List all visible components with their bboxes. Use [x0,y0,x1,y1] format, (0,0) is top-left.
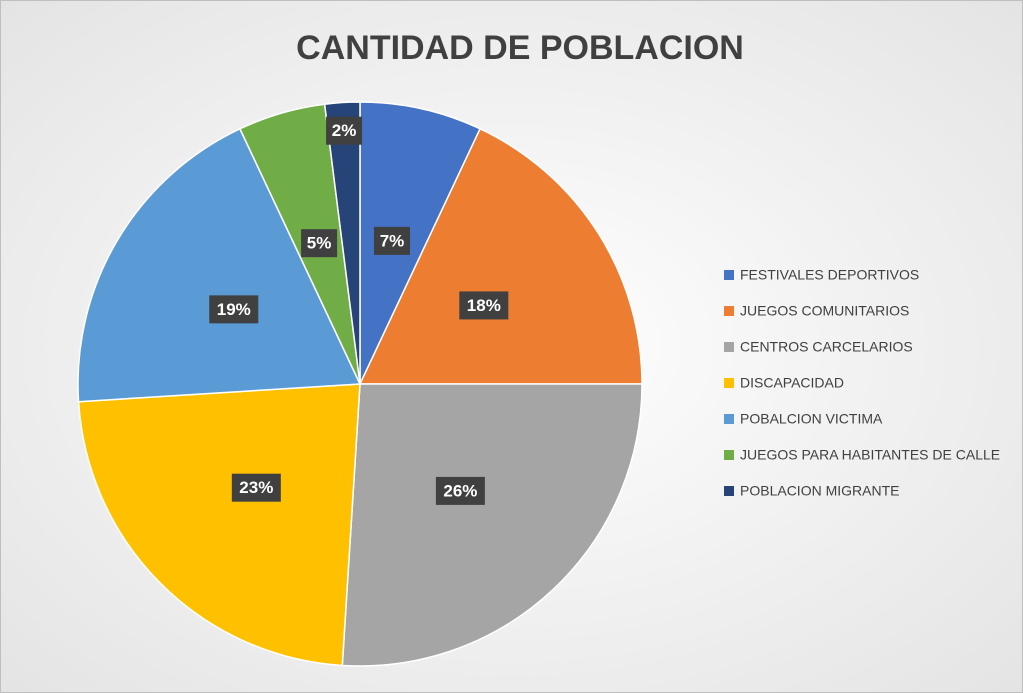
legend-swatch [724,450,734,460]
legend-label: POBALCION VICTIMA [740,411,883,427]
data-label: 2% [332,121,357,140]
pie-slice [359,101,482,385]
legend-label: JUEGOS PARA HABITANTES DE CALLE [740,447,1000,463]
data-label-box [435,476,485,505]
data-label-box [301,229,338,258]
pie-slice [358,127,643,385]
data-label-box [326,116,363,145]
legend-label: JUEGOS COMUNITARIOS [740,303,909,319]
legend-label: POBLACION MIGRANTE [740,483,899,499]
data-label-box [209,295,259,324]
data-label: 7% [380,231,405,250]
legend-label: FESTIVALES DEPORTIVOS [740,267,919,283]
data-label: 5% [307,234,332,253]
data-label-box [231,473,281,502]
legend-swatch [724,414,734,424]
data-label-box [373,226,410,255]
pie-slice [323,101,361,385]
data-label: 19% [217,300,251,319]
data-label: 23% [239,478,273,497]
legend-swatch [724,270,734,280]
legend-swatch [724,342,734,352]
chart-title: CANTIDAD DE POBLACION [296,29,744,67]
legend-label: DISCAPACIDAD [740,375,844,391]
data-label: 26% [443,481,477,500]
legend-label: CENTROS CARCELARIOS [740,339,913,355]
legend-swatch [724,378,734,388]
pie-slice [77,383,361,667]
pie-slice [341,383,643,667]
data-label-box [459,291,509,320]
legend-swatch [724,306,734,316]
data-label: 18% [467,296,501,315]
legend-swatch [724,486,734,496]
pie-slice [77,127,362,403]
